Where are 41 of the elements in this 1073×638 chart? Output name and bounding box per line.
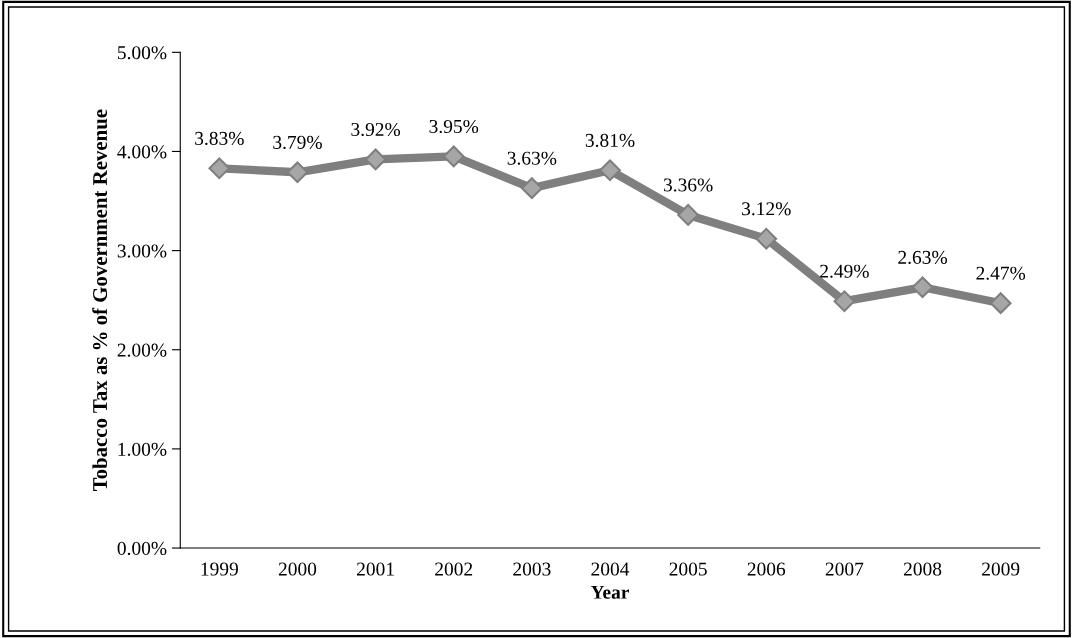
data-label: 3.95% <box>429 119 479 134</box>
data-label: 3.79% <box>273 135 322 149</box>
y-tick-label: 4.00% <box>117 145 167 159</box>
data-label: 3.92% <box>351 122 401 137</box>
x-tick-label: 2002 <box>435 562 473 576</box>
y-tick-label: 2.00% <box>117 343 167 357</box>
x-tick-label: 2005 <box>669 562 707 576</box>
x-axis-title: Year <box>590 585 630 599</box>
y-tick-label: 1.00% <box>118 442 167 456</box>
data-label: 3.36% <box>663 178 713 192</box>
x-tick-label: 2003 <box>513 562 551 576</box>
y-axis-title: Tobacco Tax as % of Government Revenue <box>92 109 108 492</box>
data-label: 2.63% <box>898 250 947 264</box>
data-label: 2.47% <box>976 266 1026 280</box>
point <box>521 177 543 200</box>
point <box>755 227 778 250</box>
y-tick-label: 3.00% <box>117 244 167 258</box>
x-tick-label: 2000 <box>278 562 317 576</box>
point <box>833 290 856 313</box>
data-label: 3.63% <box>507 151 557 165</box>
y-tick-label: 0.00% <box>117 541 167 556</box>
data-label: 3.12% <box>742 202 791 216</box>
point <box>364 148 387 171</box>
x-tick-label: 2004 <box>591 562 630 576</box>
point <box>677 204 699 226</box>
point <box>208 157 231 180</box>
point <box>442 145 465 168</box>
data-label: 3.81% <box>585 133 635 147</box>
point <box>911 276 934 299</box>
point <box>989 292 1012 315</box>
x-tick-label: 2001 <box>357 562 394 576</box>
y-tick-label: 5.00% <box>117 46 167 60</box>
data-label: 3.83% <box>195 131 244 146</box>
x-tick-label: 1999 <box>201 562 238 576</box>
x-tick-label: 2007 <box>825 562 864 576</box>
x-tick-label: 2008 <box>903 562 942 576</box>
x-tick-label: 2006 <box>747 562 786 576</box>
x-tick-label: 2009 <box>982 562 1020 576</box>
data-label: 2.49% <box>820 264 869 278</box>
point <box>286 161 309 184</box>
point <box>599 159 621 182</box>
